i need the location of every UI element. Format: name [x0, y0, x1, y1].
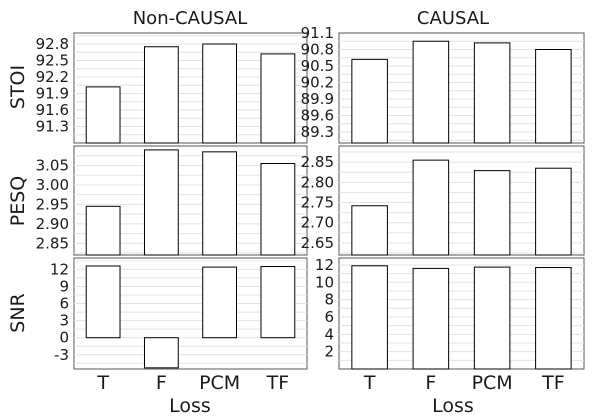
bar-pcm: [473, 170, 511, 256]
bar-pcm: [202, 151, 238, 256]
chart-panel-3: 2.65 2.70 2.75 2.80 2.85: [301, 145, 585, 256]
bar-t: [85, 265, 121, 339]
chart-panel-1: 89.389.689.990.290.590.891.1: [301, 24, 585, 144]
chart-panel-2: 2.852.90 2.953.00 3.05: [36, 145, 308, 256]
y-tick-label: 91.1: [301, 24, 334, 42]
y-tick-label: 91.9: [36, 85, 69, 103]
y-tick-label: 6: [59, 295, 69, 313]
bar-tf: [260, 163, 296, 256]
y-tick-label: 2.75: [301, 194, 334, 212]
y-tick-label: 6: [324, 308, 334, 326]
bar-tf: [535, 49, 572, 144]
x-tick-label: PCM: [472, 372, 513, 394]
y-tick-label: 12: [50, 260, 69, 278]
bar-t: [351, 205, 388, 256]
x-tick-label: TF: [266, 372, 290, 394]
bar-tf: [535, 167, 572, 256]
column-title-noncausal: Non-CAUSAL: [133, 8, 248, 29]
y-tick-label: 89.9: [301, 90, 334, 108]
y-tick-label: 8: [324, 291, 334, 309]
bar-f: [412, 267, 450, 370]
bar-pcm: [473, 42, 511, 144]
column-title-causal: CAUSAL: [417, 8, 489, 29]
x-axis-label-causal: Loss: [432, 395, 474, 417]
x-tick-label: F: [156, 372, 167, 394]
y-tick-label: 9: [59, 277, 69, 295]
bar-pcm: [202, 43, 238, 144]
y-tick-label: 12: [315, 256, 334, 274]
row-label-stoi: STOI: [7, 65, 29, 109]
row-label-pesq: PESQ: [7, 176, 29, 226]
y-tick-label: 2.85: [301, 153, 334, 171]
y-tick-label: 2.95: [36, 195, 69, 213]
y-tick-label: 4: [324, 325, 334, 343]
bar-f: [412, 40, 450, 144]
bar-pcm: [202, 266, 238, 339]
bar-tf: [260, 266, 296, 339]
bar-t: [85, 205, 121, 256]
y-tick-label: 89.6: [301, 107, 334, 125]
row-label-snr: SNR: [7, 293, 29, 332]
y-tick-label: 3.05: [36, 156, 69, 174]
y-tick-label: 2.85: [36, 234, 69, 252]
y-tick-label: 92.5: [36, 52, 69, 70]
bar-f: [143, 337, 179, 369]
bar-pcm: [473, 266, 511, 370]
x-tick-label: T: [96, 372, 109, 394]
bar-f: [143, 46, 179, 144]
y-tick-label: 3.00: [36, 176, 69, 194]
panels: 91.391.691.992.292.592.889.389.689.990.2…: [36, 24, 585, 394]
y-tick-label: 90.5: [301, 57, 334, 75]
x-tick-label: T: [363, 372, 376, 394]
y-tick-label: 90.2: [301, 74, 334, 92]
bar-t: [85, 86, 121, 144]
bar-tf: [535, 267, 572, 370]
y-tick-label: 2.65: [301, 234, 334, 252]
bar-t: [351, 58, 388, 144]
x-tick-label: TF: [541, 372, 565, 394]
bar-f: [412, 159, 450, 256]
y-tick-label: 0: [59, 329, 69, 347]
y-tick-label: 3: [59, 312, 69, 330]
bar-t: [351, 265, 388, 370]
y-tick-label: 89.3: [301, 123, 334, 141]
y-tick-label: -3: [54, 346, 69, 364]
y-tick-label: 91.3: [36, 118, 69, 136]
chart-panel-0: 91.391.691.992.292.592.8: [36, 32, 308, 144]
y-tick-label: 2.70: [301, 214, 334, 232]
y-tick-label: 10: [315, 273, 334, 291]
y-tick-label: 2.90: [36, 215, 69, 233]
bar-tf: [260, 53, 296, 144]
y-tick-label: 90.8: [301, 41, 334, 59]
y-tick-label: 92.2: [36, 68, 69, 86]
y-tick-label: 92.8: [36, 35, 69, 53]
bar-f: [143, 149, 179, 256]
x-axis-label-noncausal: Loss: [169, 395, 211, 417]
x-tick-label: PCM: [199, 372, 240, 394]
x-tick-label: F: [425, 372, 436, 394]
y-tick-label: 2.80: [301, 173, 334, 191]
y-tick-label: 2: [324, 343, 334, 361]
y-tick-label: 91.6: [36, 101, 69, 119]
